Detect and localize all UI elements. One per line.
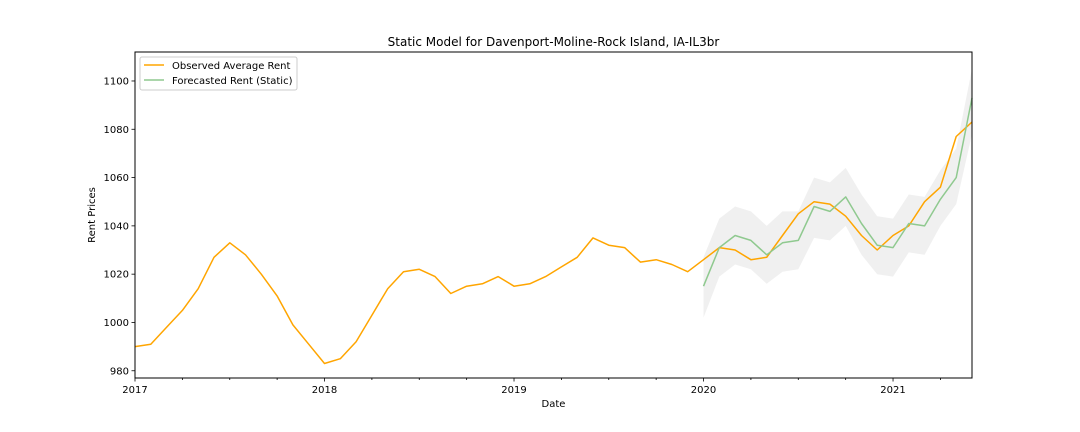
y-axis-label: Rent Prices xyxy=(87,187,98,243)
y-tick-label: 980 xyxy=(110,366,129,377)
x-tick-label: 2017 xyxy=(122,385,147,396)
plot-frame xyxy=(134,51,973,379)
y-tick-label: 1000 xyxy=(104,318,129,329)
forecasted-rent-line xyxy=(702,97,973,287)
legend-box xyxy=(139,56,298,91)
x-tick-label: 2021 xyxy=(880,385,905,396)
y-tick-label: 1060 xyxy=(104,173,129,184)
legend-label-forecast: Forecasted Rent (Static) xyxy=(172,76,293,87)
legend: Observed Average Rent Forecasted Rent (S… xyxy=(139,56,298,91)
chart-title: Static Model for Davenport-Moline-Rock I… xyxy=(388,35,720,49)
y-tick-label: 1020 xyxy=(104,270,129,281)
confidence-band xyxy=(703,68,972,318)
x-tick-label: 2018 xyxy=(312,385,337,396)
series-lines xyxy=(134,97,973,365)
y-axis: 980 1000 1020 1040 1060 1080 1100 xyxy=(104,76,135,377)
y-tick-label: 1040 xyxy=(104,221,129,232)
x-axis: 2017 2018 2019 2020 2021 xyxy=(122,378,941,396)
forecast-interval-band xyxy=(703,68,972,318)
x-tick-label: 2020 xyxy=(691,385,716,396)
x-axis-label: Date xyxy=(542,399,566,410)
y-tick-label: 1100 xyxy=(104,76,129,87)
y-tick-label: 1080 xyxy=(104,125,129,136)
x-tick-label: 2019 xyxy=(501,385,526,396)
legend-label-observed: Observed Average Rent xyxy=(172,61,291,72)
observed-average-rent-line xyxy=(134,121,973,365)
